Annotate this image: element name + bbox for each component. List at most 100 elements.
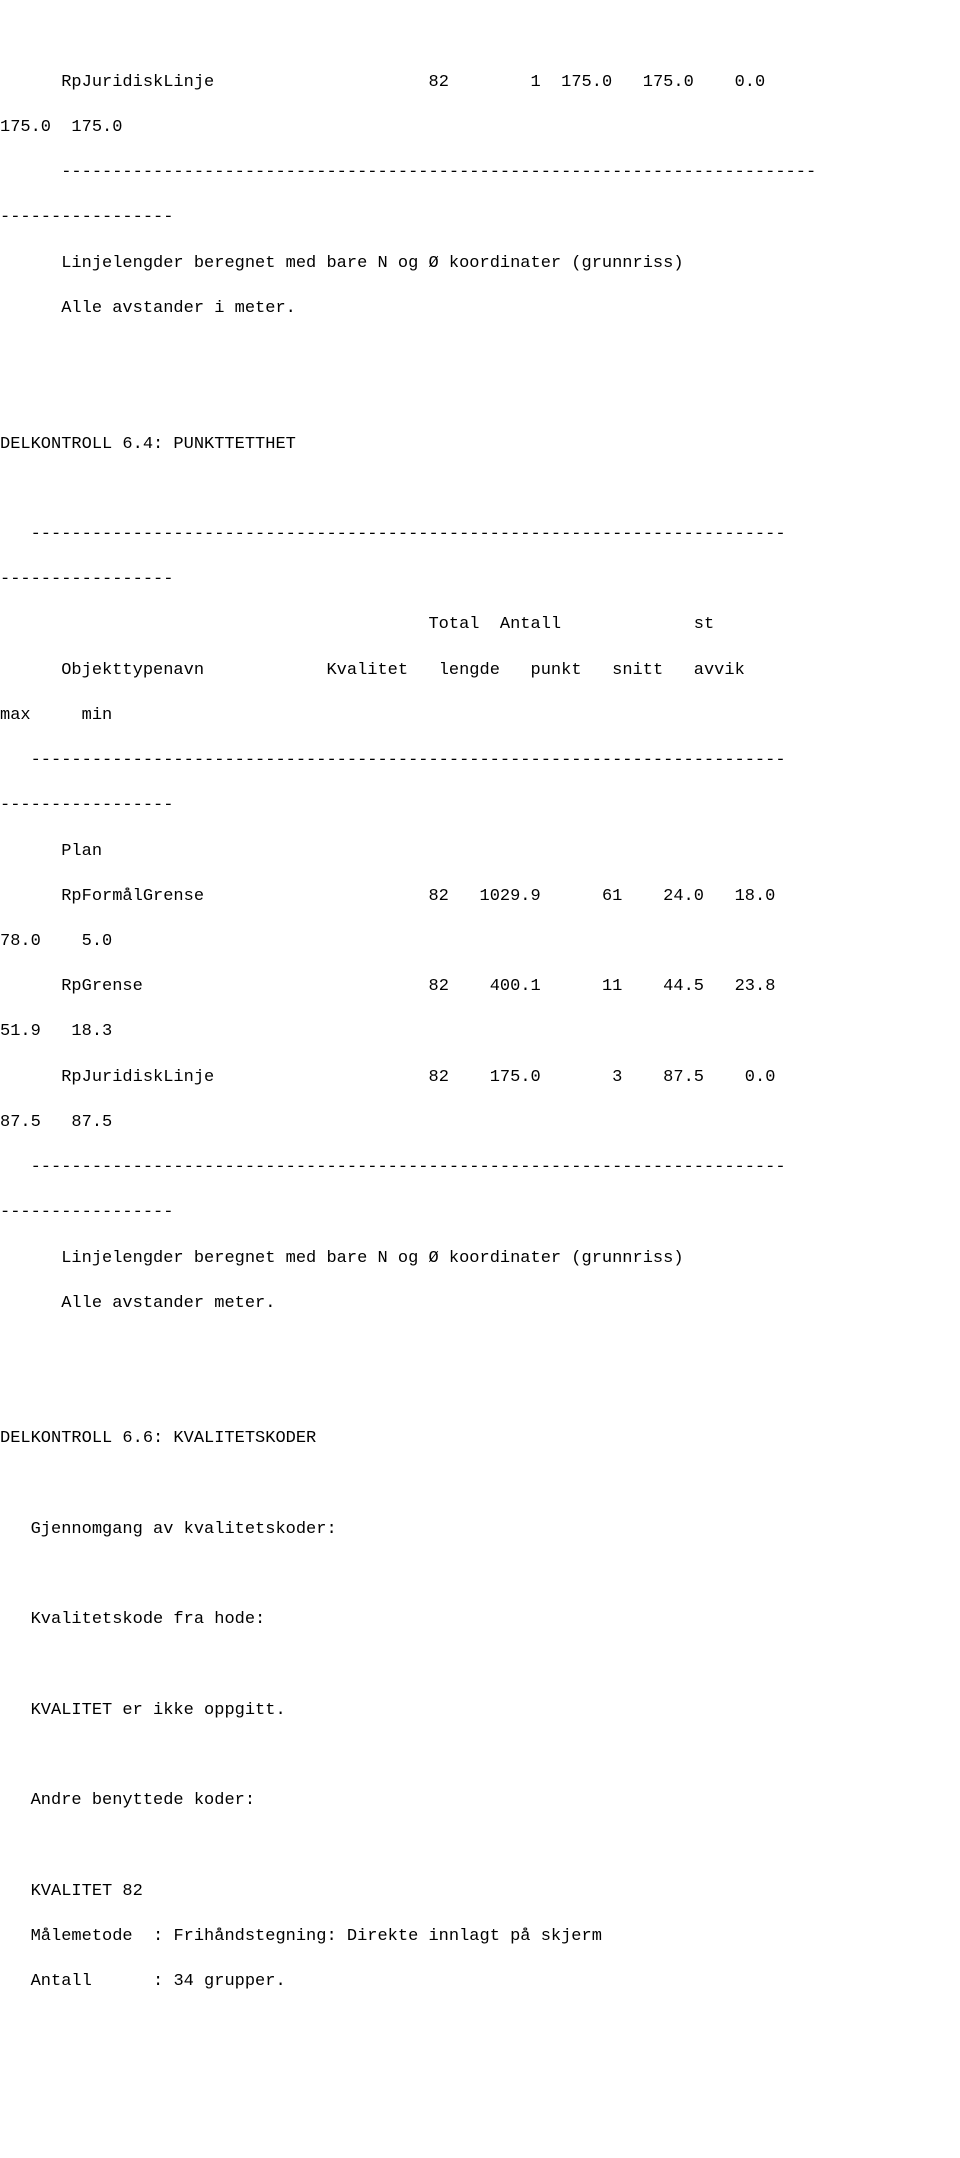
dash: ----------------- [0, 208, 173, 227]
divider: ----------------------------------------… [0, 524, 960, 547]
text: Gjennomgang av kvalitetskoder: [31, 1520, 337, 1539]
divider: ----------------- [0, 569, 960, 592]
dash: ----------------- [0, 796, 173, 815]
divider: ----------------------------------------… [0, 2152, 960, 2158]
table-row-wrap: 51.9 18.3 [0, 1021, 960, 1044]
dash: ----------------------------------------… [31, 525, 786, 544]
cell: RpFormålGrense [61, 887, 204, 906]
text-line: Målemetode : Frihåndstegning: Direkte in… [0, 1926, 960, 1949]
cell: Total [428, 615, 479, 634]
dash: ----------------------------------------… [0, 2153, 755, 2158]
cell: 82 [429, 977, 449, 996]
header-row-1: Total Antall st [0, 614, 960, 637]
blank [0, 1338, 960, 1361]
cell: RpJuridiskLinje [61, 73, 214, 92]
dash: ----------------------------------------… [31, 1158, 786, 1177]
divider: ----------------------------------------… [0, 162, 960, 185]
header-row-2b: max min [0, 705, 960, 728]
dash: ----------------- [0, 1203, 173, 1222]
blank [0, 2107, 960, 2130]
cell: 11 [602, 977, 622, 996]
divider: ----------------- [0, 207, 960, 230]
blank [0, 1564, 960, 1587]
plan-label: Plan [0, 841, 960, 864]
value: 34 grupper. [173, 1972, 285, 1991]
row-wrap: 175.0 175.0 [0, 117, 960, 140]
label: Målemetode : [31, 1927, 164, 1946]
text: Kvalitetskode fra hode: [31, 1610, 266, 1629]
cell: 82 [429, 73, 449, 92]
cell: 23.8 [735, 977, 776, 996]
text: Alle avstander i meter. [61, 299, 296, 318]
value: Frihåndstegning: Direkte innlagt på skje… [173, 1927, 601, 1946]
table-row-wrap: 87.5 87.5 [0, 1112, 960, 1135]
text: Alle avstander meter. [61, 1294, 275, 1313]
cell: RpGrense [61, 977, 143, 996]
blank [0, 1474, 960, 1497]
cell: 51.9 18.3 [0, 1022, 112, 1041]
note: Alle avstander meter. [0, 1293, 960, 1316]
note: Linjelengder beregnet med bare N og Ø ko… [0, 253, 960, 276]
cell: 175.0 [490, 1068, 541, 1087]
text-line: Andre benyttede koder: [0, 1790, 960, 1813]
cell: 0.0 [745, 1068, 776, 1087]
cell: Objekttypenavn [61, 661, 204, 680]
table-row-wrap: 78.0 5.0 [0, 931, 960, 954]
cell: 3 [612, 1068, 622, 1087]
cell: avvik [694, 661, 745, 680]
blank [0, 479, 960, 502]
divider: ----------------- [0, 1202, 960, 1225]
text-line: KVALITET er ikke oppgitt. [0, 1700, 960, 1723]
cell: Antall [500, 615, 561, 634]
cell: RpJuridiskLinje [61, 1068, 214, 1087]
cell: 61 [602, 887, 622, 906]
blank [0, 2016, 960, 2039]
blank [0, 1383, 960, 1406]
note: Linjelengder beregnet med bare N og Ø ko… [0, 1248, 960, 1271]
cell: 0.0 [735, 73, 766, 92]
cell: 175.0 175.0 [0, 118, 122, 137]
text-line: KVALITET 82 [0, 1881, 960, 1904]
cell: snitt [612, 661, 663, 680]
cell: 78.0 5.0 [0, 932, 112, 951]
text: DELKONTROLL 6.6: KVALITETSKODER [0, 1429, 316, 1448]
cell: 87.5 87.5 [0, 1113, 112, 1132]
divider: ----------------------------------------… [0, 1157, 960, 1180]
cell: 1 [531, 73, 541, 92]
divider: ----------------------------------------… [0, 750, 960, 773]
divider: ----------------- [0, 795, 960, 818]
cell: 175.0 [561, 73, 612, 92]
blank [0, 1835, 960, 1858]
cell: 24.0 [663, 887, 704, 906]
row-rpjuridisk: RpJuridiskLinje 82 1 175.0 175.0 0.0 [0, 72, 960, 95]
text: Linjelengder beregnet med bare N og Ø ko… [61, 1249, 683, 1268]
note: Alle avstander i meter. [0, 298, 960, 321]
header-row-2: Objekttypenavn Kvalitet lengde punkt sni… [0, 660, 960, 683]
dash: ----------------- [0, 570, 173, 589]
cell: 175.0 [643, 73, 694, 92]
blank [0, 1654, 960, 1677]
cell: 87.5 [663, 1068, 704, 1087]
text: KVALITET 82 [31, 1882, 143, 1901]
label: Antall : [31, 1972, 164, 1991]
text-line: Kvalitetskode fra hode: [0, 1609, 960, 1632]
cell: 18.0 [735, 887, 776, 906]
dash: ----------------------------------------… [61, 163, 816, 182]
cell: 44.5 [663, 977, 704, 996]
cell: 1029.9 [480, 887, 541, 906]
table-row: RpJuridiskLinje 82 175.0 3 87.5 0.0 [0, 1067, 960, 1090]
cell: max min [0, 706, 112, 725]
text: Andre benyttede koder: [31, 1791, 255, 1810]
cell: punkt [531, 661, 582, 680]
cell: 82 [428, 887, 448, 906]
text: Linjelengder beregnet med bare N og Ø ko… [61, 254, 683, 273]
cell: Kvalitet [326, 661, 408, 680]
text-line: Gjennomgang av kvalitetskoder: [0, 1519, 960, 1542]
dash: ----------------------------------------… [31, 751, 786, 770]
blank [0, 2061, 960, 2084]
cell: st [694, 615, 714, 634]
blank [0, 1745, 960, 1768]
cell: 82 [429, 1068, 449, 1087]
cell: 400.1 [490, 977, 541, 996]
text: Plan [61, 842, 102, 861]
